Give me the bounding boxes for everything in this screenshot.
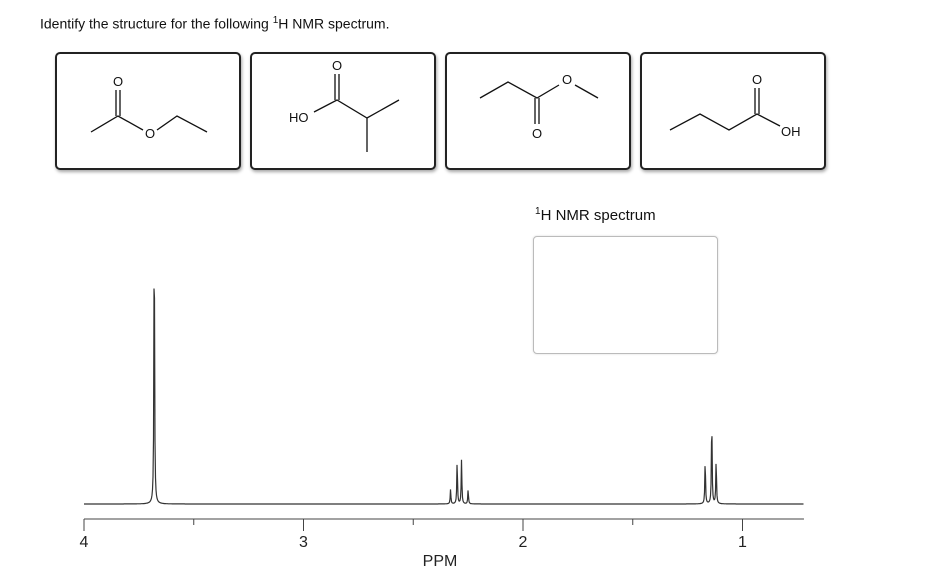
spectrum-trace <box>84 288 804 505</box>
methyl-propanoate-structure: O O <box>479 72 599 141</box>
svg-text:HO: HO <box>289 110 309 125</box>
choice-ethyl-acetate[interactable]: O O <box>55 52 241 170</box>
butanoic-acid-structure: O OH <box>669 72 801 139</box>
answer-drop-box[interactable] <box>533 236 718 354</box>
question-text: Identify the structure for the following… <box>40 15 390 32</box>
x-tick-label: 2 <box>519 534 528 551</box>
svg-text:O: O <box>332 58 342 73</box>
ethyl-acetate-structure: O O <box>90 74 208 141</box>
isobutyric-acid-structure: O HO <box>289 58 400 152</box>
svg-text:O: O <box>113 74 123 89</box>
x-tick-label: 3 <box>299 534 308 551</box>
choice-butanoic-acid[interactable]: O OH <box>640 52 826 170</box>
spectrum-label: 1H NMR spectrum <box>535 206 656 224</box>
svg-text:O: O <box>752 72 762 87</box>
svg-text:O: O <box>532 126 542 141</box>
x-axis-label: PPM <box>423 553 458 570</box>
x-tick-label: 4 <box>80 534 89 551</box>
svg-text:O: O <box>145 126 155 141</box>
svg-text:O: O <box>562 72 572 87</box>
choice-isobutyric-acid[interactable]: O HO <box>250 52 436 170</box>
x-tick-label: 1 <box>738 534 747 551</box>
svg-text:OH: OH <box>781 124 801 139</box>
choice-methyl-propanoate[interactable]: O O <box>445 52 631 170</box>
